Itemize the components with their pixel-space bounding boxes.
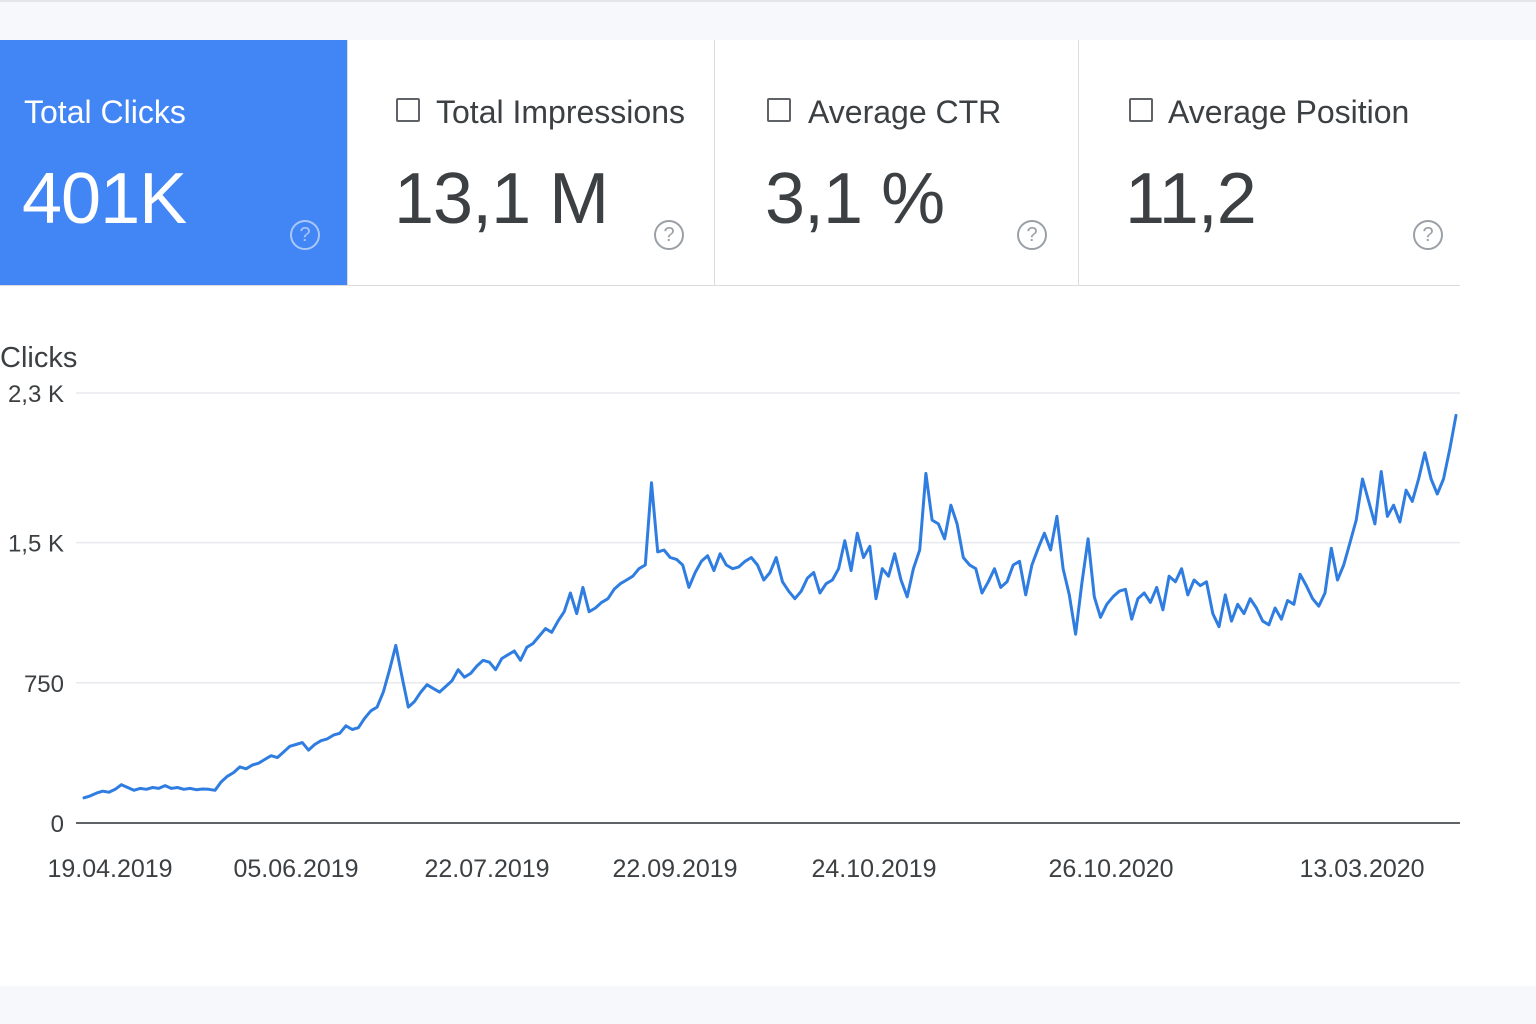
help-icon[interactable]: ? [654,220,684,250]
checkbox-icon[interactable] [1129,98,1153,122]
checkbox-icon[interactable] [767,98,791,122]
y-axis-title: Clicks [0,342,78,374]
metric-label: Average CTR [808,94,1002,130]
x-tick-label: 22.07.2019 [424,855,549,883]
x-tick-label: 05.06.2019 [233,855,358,883]
x-tick-label: 26.10.2020 [1048,855,1173,883]
metric-value: 3,1 % [765,159,945,239]
top-band [0,0,1536,40]
metric-value: 401K [22,159,187,239]
metric-value: 13,1 M [394,159,609,239]
help-icon[interactable]: ? [290,220,320,250]
metric-card-total-impressions[interactable]: Total Impressions 13,1 M ? [347,40,714,285]
help-icon[interactable]: ? [1017,220,1047,250]
metric-cards: Total Clicks 401K ? Total Impressions 13… [0,40,1460,286]
x-tick-label: 22.09.2019 [612,855,737,883]
metric-card-total-clicks[interactable]: Total Clicks 401K ? [0,40,347,285]
metric-card-average-position[interactable]: Average Position 11,2 ? [1078,40,1460,285]
metric-card-average-ctr[interactable]: Average CTR 3,1 % ? [714,40,1078,285]
metric-label: Total Clicks [24,94,186,130]
y-tick-label: 0 [51,811,64,838]
metric-value: 11,2 [1125,159,1257,239]
y-tick-label: 2,3 K [8,381,64,408]
bottom-band [0,986,1536,1024]
metric-label: Average Position [1168,94,1410,130]
checkbox-icon[interactable] [396,98,420,122]
x-tick-label: 13.03.2020 [1299,855,1424,883]
x-tick-label: 24.10.2019 [811,855,936,883]
clicks-line-chart: 0 750 1,5 K 2,3 K 19.04.2019 05.06.2019 22.07.… [8,381,1460,883]
metric-label: Total Impressions [436,94,685,130]
x-tick-label: 19.04.2019 [47,855,172,883]
y-tick-label: 750 [24,671,64,698]
clicks-series-line [82,413,1458,800]
help-icon[interactable]: ? [1413,220,1443,250]
y-tick-label: 1,5 K [8,531,64,558]
